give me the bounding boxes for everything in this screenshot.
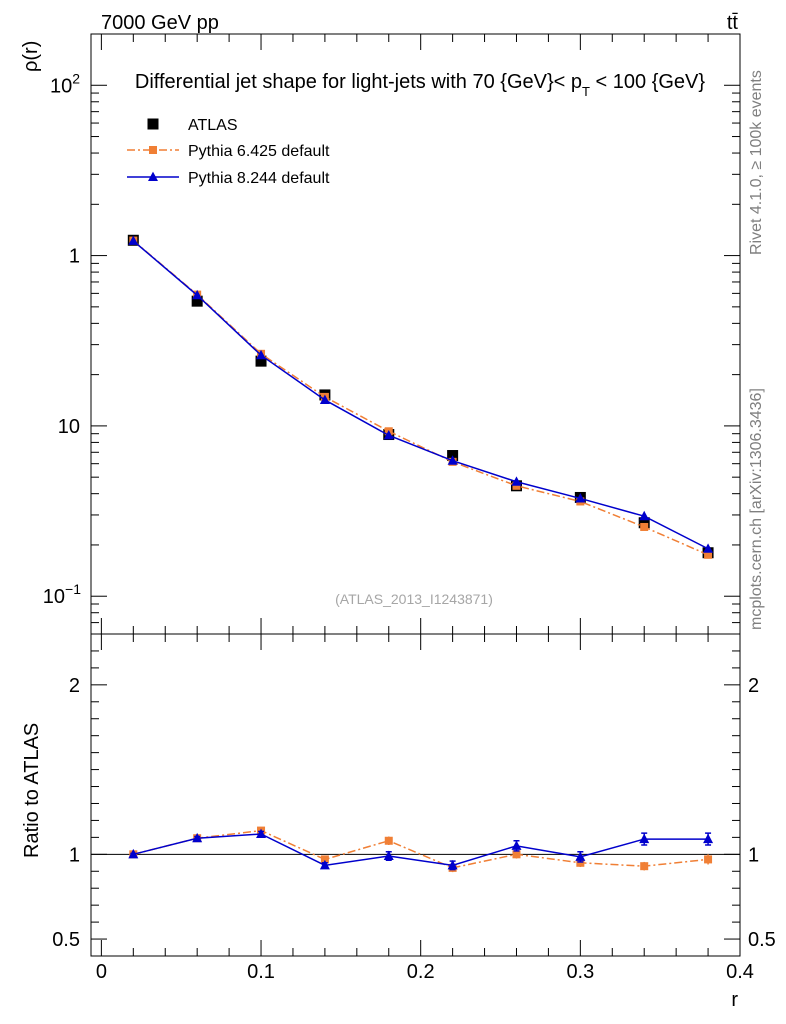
- ratio-pythia8-point: [639, 833, 650, 844]
- legend-atlas-marker: [147, 118, 159, 130]
- pythia8-point: [703, 543, 714, 553]
- atlas-point: [255, 355, 267, 367]
- pythia8-point: [192, 289, 203, 300]
- y-axis-label-ratio: Ratio to ATLAS: [21, 723, 43, 858]
- legend-label: ATLAS: [188, 117, 238, 134]
- pythia6-point: [640, 522, 649, 531]
- pythia8-line: [132, 240, 709, 550]
- y-tick-label-ratio: 1: [69, 844, 80, 866]
- chart-title: Differential jet shape for light-jets wi…: [135, 71, 705, 99]
- pythia8-point: [256, 349, 267, 360]
- series-pythia8: [128, 235, 714, 553]
- y-tick-exponent: −1: [65, 581, 81, 597]
- pythia8-point: [575, 493, 586, 503]
- ratio-panel-frame: [90, 633, 741, 957]
- ratio-pythia6-point: [512, 850, 521, 859]
- atlas-point: [638, 517, 650, 529]
- ratio-pythia8-point: [575, 851, 586, 861]
- y-tick-label-main: 1: [69, 246, 80, 268]
- x-axis-label: r: [731, 989, 738, 1011]
- x-tick-label: 0.3: [566, 961, 594, 983]
- ratio-pythia8-point: [447, 859, 458, 870]
- pythia8-point: [639, 510, 650, 521]
- legend: ATLAS Pythia 6.425 default Pythia 8.244 de…: [127, 117, 330, 187]
- ratio-pythia8-point: [319, 859, 330, 870]
- legend-pythia6-marker: [149, 146, 157, 154]
- y-tick-label-ratio-right: 2: [748, 675, 759, 697]
- ratio-pythia8-line: [133, 833, 709, 867]
- pythia8-point: [319, 394, 330, 405]
- ratio-pythia6-point: [640, 862, 649, 871]
- y-tick-label-main: 102: [50, 70, 80, 97]
- energy-label: 7000 GeV pp: [101, 12, 219, 34]
- ratio-series-pythia8: [128, 828, 714, 871]
- y-tick-label-ratio-right: 0.5: [748, 929, 776, 951]
- ratio-pythia8-point: [511, 840, 522, 850]
- series-layer: [127, 234, 714, 873]
- pythia6-line: [132, 240, 709, 556]
- y-tick-label-main: 10−1: [43, 581, 81, 608]
- process-label: tt̄: [727, 12, 739, 34]
- ratio-pythia6-point: [576, 858, 585, 867]
- y-tick-label-main: 10: [58, 416, 80, 438]
- ratio-series-pythia6: [129, 826, 713, 873]
- legend-label: Pythia 8.244 default: [188, 170, 330, 187]
- pythia8-point: [447, 455, 458, 465]
- legend-pythia8-marker: [148, 171, 158, 182]
- legend-item: Pythia 6.425 default: [127, 143, 330, 160]
- chart-title-subscript: T: [582, 84, 590, 99]
- x-tick-label: 0.1: [247, 961, 275, 983]
- rivet-label: Rivet 4.1.0, ≥ 100k events: [748, 70, 765, 255]
- series-atlas: [127, 234, 714, 559]
- analysis-watermark: (ATLAS_2013_I1243871): [335, 591, 493, 607]
- chart-title-main: Differential jet shape for light-jets wi…: [135, 71, 582, 93]
- ratio-pythia8-point: [383, 850, 394, 861]
- ratio-pythia6-point: [704, 855, 713, 864]
- pythia8-point: [383, 429, 394, 440]
- y-tick-label-ratio: 0.5: [52, 929, 80, 951]
- y-tick-label-ratio-right: 1: [748, 844, 759, 866]
- y-tick-exponent: 2: [72, 70, 80, 86]
- ratio-pythia8-point: [703, 833, 714, 844]
- x-tick-label: 0.4: [726, 961, 754, 983]
- legend-item: Pythia 8.244 default: [127, 170, 330, 187]
- y-tick-label-ratio: 2: [69, 675, 80, 697]
- ratio-pythia8-point: [192, 832, 203, 843]
- axis-ticks: [91, 33, 741, 956]
- ratio-pythia8-point: [256, 828, 267, 839]
- ratio-pythia6-point: [384, 836, 393, 845]
- legend-label: Pythia 6.425 default: [188, 143, 330, 160]
- atlas-point: [191, 295, 203, 307]
- axis-tick-labels: 0 0.1 0.2 0.3 0.4 102 1 10 10−1 2 2 1 1 0.5 0.5: [43, 70, 776, 983]
- x-tick-label: 0: [96, 961, 107, 983]
- pythia8-point: [511, 476, 522, 486]
- ratio-pythia8-point: [128, 848, 139, 859]
- ratio-pythia6-line: [133, 829, 709, 869]
- legend-item: ATLAS: [147, 117, 238, 134]
- mcplots-label: mcplots.cern.ch [arXiv:1306.3436]: [748, 388, 765, 630]
- pythia6-point: [704, 550, 713, 559]
- x-tick-label: 0.2: [407, 961, 435, 983]
- chart-title-end: < 100 {GeV}: [590, 71, 705, 93]
- pythia8-point: [128, 235, 139, 245]
- ratio-pythia6-point: [320, 855, 329, 864]
- y-axis-label-main: ρ(r): [20, 41, 42, 72]
